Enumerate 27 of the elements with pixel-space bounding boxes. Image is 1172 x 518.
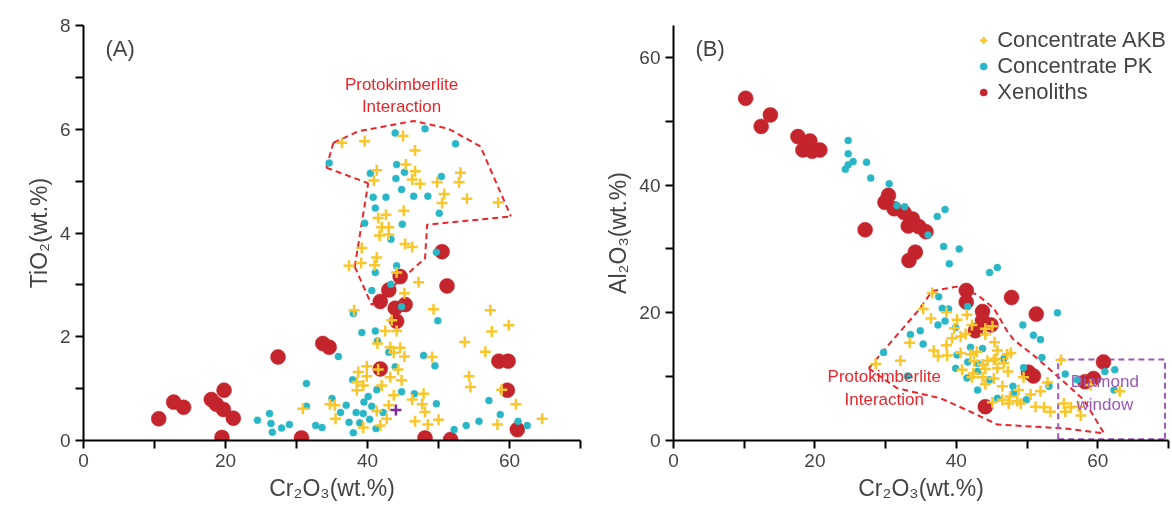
y-tick-label: 0	[59, 430, 71, 451]
x-axis-title: Cr₂O₃(wt.%)	[269, 474, 395, 501]
y-tick-label: 40	[639, 174, 661, 196]
annotation: Protokimberlite Interaction	[344, 74, 459, 117]
y-axis-title: TiO₂(wt.%)	[25, 177, 52, 289]
y-tick-label: 2	[59, 326, 71, 348]
annotation: (A)	[105, 35, 135, 61]
y-tick-label: 0	[649, 430, 661, 451]
y-tick-label: 20	[639, 302, 661, 324]
x-tick-label: 0	[668, 449, 679, 471]
y-axis-title: Al₂O₃(wt.%)	[605, 172, 632, 294]
x-tick-label: 0	[78, 449, 89, 471]
x-tick-label: 20	[214, 449, 237, 471]
legend-label: Xenoliths	[997, 79, 1088, 105]
annotation: (B)	[695, 35, 725, 61]
legend-label: Concentrate AKB	[997, 27, 1166, 53]
x-tick-label: 40	[356, 449, 379, 471]
y-tick-label: 6	[59, 118, 71, 140]
x-tick-label: 60	[498, 449, 521, 471]
x-tick-label: 40	[945, 449, 967, 471]
x-axis-title: Cr₂O₃(wt.%)	[858, 474, 984, 501]
x-tick-label: 20	[804, 449, 826, 471]
y-tick-label: 8	[59, 15, 71, 36]
y-tick-label: 4	[59, 222, 71, 244]
legend-label: Concentrate PK	[997, 53, 1153, 79]
y-tick-label: 60	[639, 46, 661, 68]
x-tick-label: 60	[1087, 449, 1109, 471]
